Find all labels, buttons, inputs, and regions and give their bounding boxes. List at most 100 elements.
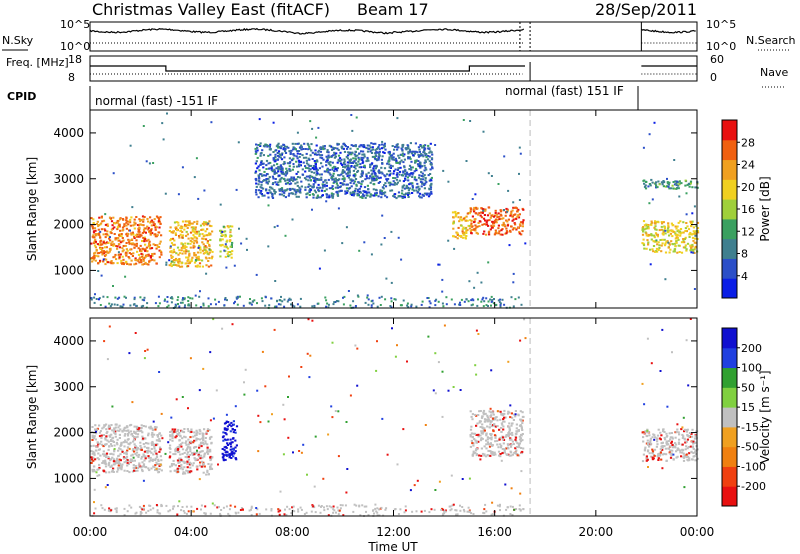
echo-cell xyxy=(333,178,336,181)
echo-cell xyxy=(267,180,271,183)
echo-cell xyxy=(178,235,181,237)
scatter-echo-cell xyxy=(296,131,299,134)
echo-cell xyxy=(140,219,143,221)
scatter-echo-cell xyxy=(306,473,308,476)
echo-cell xyxy=(96,243,99,246)
echo-cell xyxy=(694,441,697,444)
echo-cell xyxy=(200,441,203,444)
echo-cell xyxy=(278,188,281,191)
echo-cell xyxy=(477,414,480,416)
scatter-echo-cell xyxy=(311,208,313,211)
echo-cell xyxy=(385,178,388,181)
echo-cell xyxy=(393,183,396,186)
echo-cell xyxy=(134,432,138,435)
echo-cell xyxy=(346,175,349,178)
echo-cell xyxy=(135,245,138,248)
echo-cell xyxy=(122,245,125,247)
scatter-echo-cell xyxy=(244,368,247,371)
echo-cell xyxy=(677,448,680,451)
echo-cell xyxy=(331,188,334,190)
echo-cell xyxy=(96,468,99,471)
ground-scatter-cell xyxy=(421,300,424,303)
echo-cell xyxy=(664,438,667,441)
echo-cell xyxy=(647,443,650,446)
echo-cell xyxy=(483,454,486,457)
echo-cell xyxy=(396,181,399,184)
echo-cell xyxy=(203,452,206,455)
scatter-echo-cell xyxy=(666,405,669,408)
echo-cell xyxy=(117,455,120,458)
echo-cell xyxy=(234,431,237,434)
echo-cell xyxy=(97,262,100,265)
echo-cell xyxy=(426,155,430,157)
echo-cell xyxy=(310,164,313,167)
echo-cell xyxy=(178,431,181,434)
echo-cell xyxy=(265,159,269,162)
echo-cell xyxy=(94,229,97,232)
echo-cell xyxy=(694,435,697,438)
echo-cell xyxy=(494,232,497,235)
echo-cell xyxy=(104,253,108,256)
echo-cell xyxy=(650,442,653,445)
ground-scatter-cell xyxy=(393,298,396,301)
scatter-echo-cell xyxy=(162,138,165,141)
scatter-echo-cell xyxy=(394,355,397,358)
echo-cell xyxy=(297,159,300,162)
echo-cell xyxy=(361,171,364,174)
echo-cell xyxy=(172,243,175,246)
echo-cell xyxy=(279,156,282,159)
echo-cell xyxy=(689,244,692,247)
ground-scatter-cell xyxy=(275,305,278,308)
echo-cell xyxy=(406,176,409,179)
echo-cell xyxy=(473,206,476,209)
echo-cell xyxy=(171,437,174,440)
echo-cell xyxy=(184,242,187,245)
echo-cell xyxy=(206,452,210,455)
echo-cell xyxy=(142,236,145,239)
echo-cell xyxy=(412,150,415,153)
echo-cell xyxy=(108,461,111,464)
echo-cell xyxy=(113,255,116,258)
echo-cell xyxy=(316,186,319,189)
echo-cell xyxy=(480,211,483,214)
echo-cell xyxy=(201,435,205,438)
echo-cell xyxy=(132,448,135,450)
echo-cell xyxy=(273,168,276,171)
scatter-echo-cell xyxy=(267,245,270,248)
echo-cell xyxy=(282,177,285,180)
echo-cell xyxy=(469,230,472,233)
ground-scatter-cell xyxy=(141,508,144,511)
echo-cell xyxy=(510,225,513,228)
echo-cell xyxy=(108,445,111,448)
echo-cell xyxy=(102,219,106,222)
echo-cell xyxy=(298,163,301,166)
scatter-echo-cell xyxy=(212,417,215,420)
echo-cell xyxy=(387,178,390,180)
scatter-echo-cell xyxy=(512,272,515,275)
ground-scatter-cell xyxy=(133,296,136,299)
echo-cell xyxy=(192,234,195,237)
ground-scatter-cell xyxy=(467,300,470,303)
echo-cell xyxy=(231,225,234,228)
echo-cell xyxy=(149,425,152,428)
scatter-echo-cell xyxy=(465,160,468,162)
echo-cell xyxy=(483,230,486,233)
echo-cell xyxy=(396,148,399,151)
echo-cell xyxy=(341,145,344,148)
echo-cell xyxy=(270,165,273,168)
echo-cell xyxy=(278,155,281,158)
echo-cell xyxy=(125,233,128,236)
echo-cell xyxy=(305,196,308,199)
echo-cell xyxy=(641,242,644,245)
echo-cell xyxy=(204,222,207,225)
echo-cell xyxy=(356,169,360,172)
echo-cell xyxy=(133,218,136,221)
echo-cell xyxy=(503,451,506,454)
ground-scatter-cell xyxy=(289,298,292,301)
echo-cell xyxy=(139,223,142,226)
echo-cell xyxy=(470,425,473,428)
echo-cell xyxy=(225,429,228,432)
echo-cell xyxy=(177,428,180,431)
echo-cell xyxy=(343,177,346,180)
scatter-echo-cell xyxy=(196,449,198,452)
